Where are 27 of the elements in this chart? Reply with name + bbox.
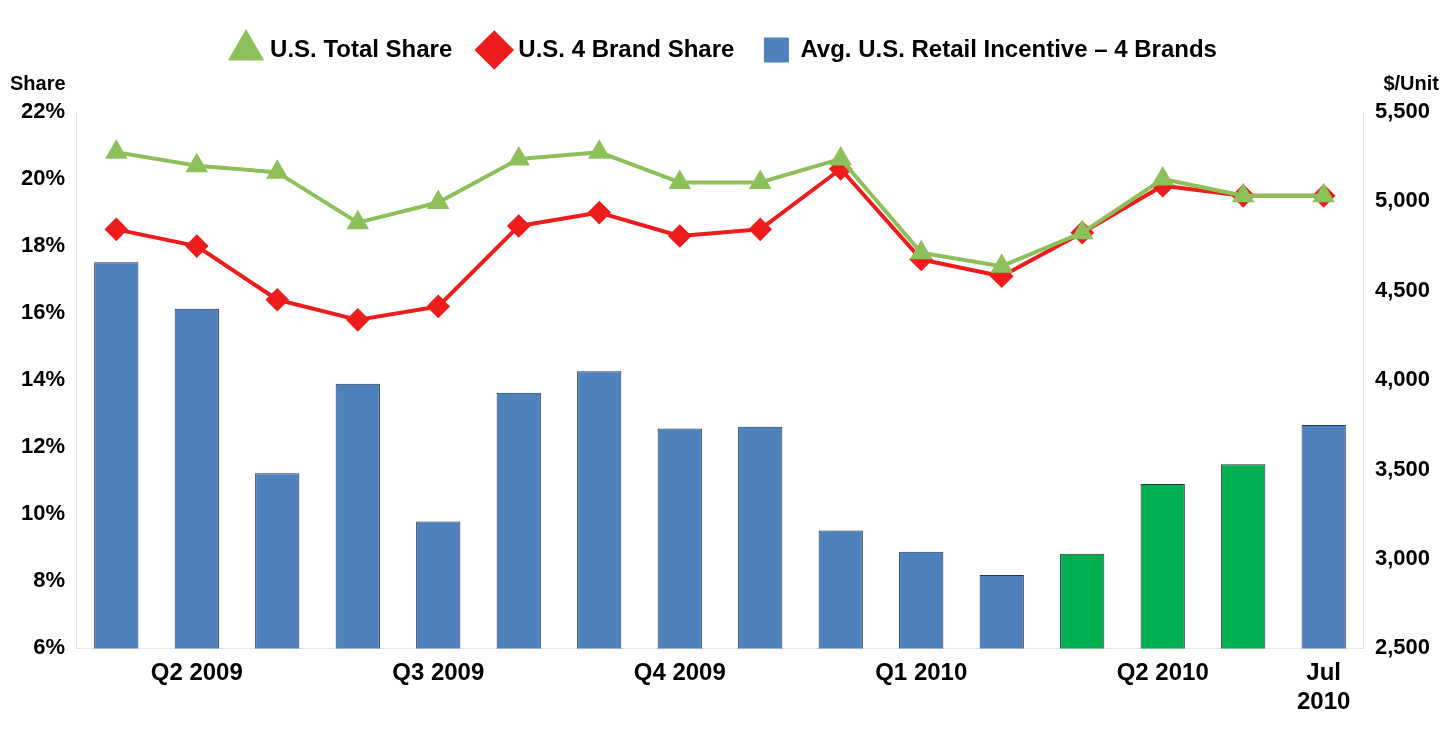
y-tick-label: 12% [20,433,66,459]
legend-label: U.S. Total Share [270,34,453,62]
y-tick-label: 14% [20,366,66,392]
y-tick-label: 22% [20,98,66,124]
legend-label: Avg. U.S. Retail Incentive – 4 Brands [800,34,1217,62]
y-tick-label: 8% [33,567,66,593]
x-tick-label: Jul 2010 [1297,658,1351,715]
y2-tick-label: 4,500 [1374,276,1431,302]
y-tick-label: 6% [33,634,66,660]
y-tick-label: 18% [20,232,66,258]
y-axis-title: Share [10,71,66,94]
y2-tick-label: 5,500 [1374,98,1431,124]
y-tick-label: 16% [20,299,66,325]
x-tick-label: Q3 2009 [392,658,485,686]
x-tick-label: Q2 2009 [150,658,243,686]
x-tick-label: Q4 2009 [633,658,726,686]
legend-label: U.S. 4 Brand Share [518,34,735,62]
y2-tick-label: 4,000 [1374,366,1431,392]
x-tick-label: Q1 2010 [875,658,968,686]
y-tick-label: 20% [20,165,66,191]
y2-axis-title: $/Unit [1383,71,1440,94]
y2-tick-label: 3,500 [1374,455,1431,481]
x-tick-label: Q2 2010 [1116,658,1209,686]
y2-tick-label: 5,000 [1374,187,1431,213]
y-tick-label: 10% [20,500,66,526]
y2-tick-label: 3,000 [1374,545,1431,571]
y2-tick-label: 2,500 [1374,634,1431,660]
